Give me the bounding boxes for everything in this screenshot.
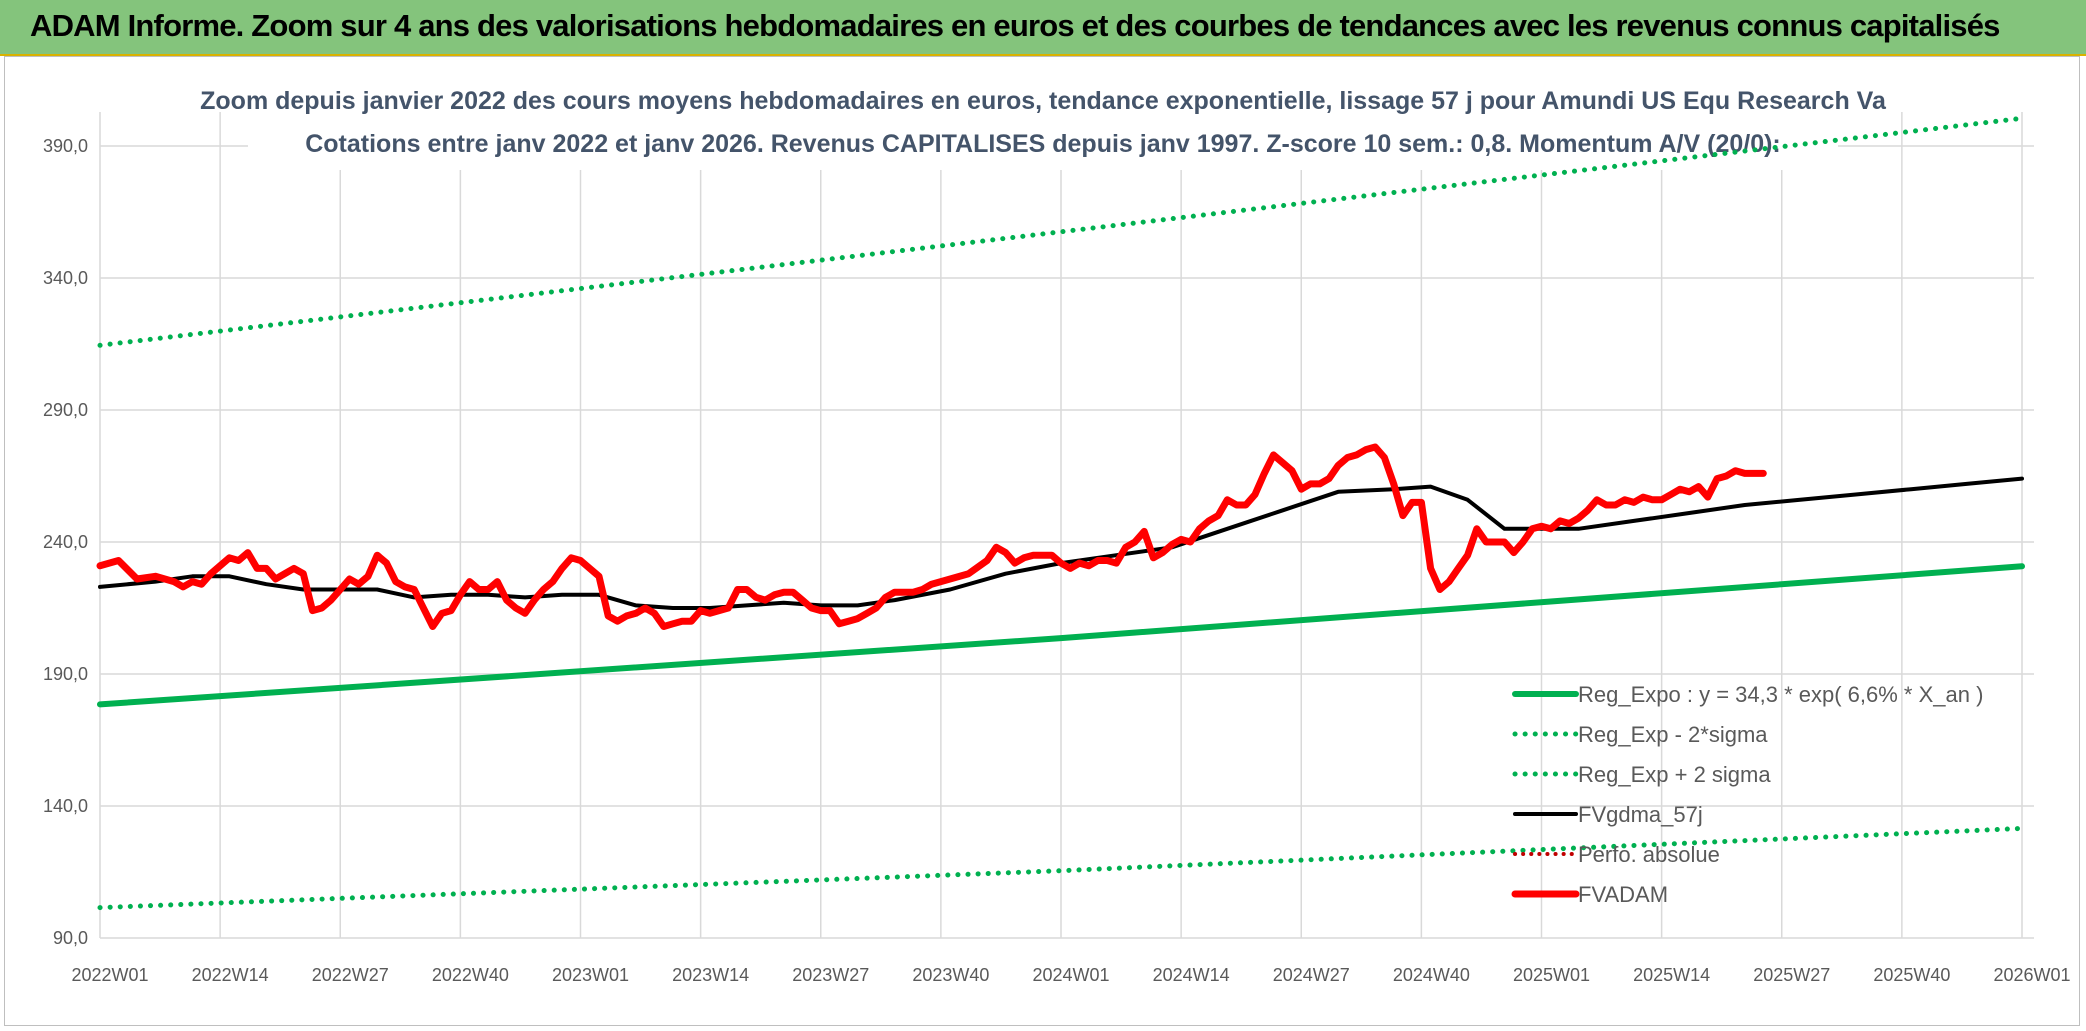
x-axis-ticks: 2022W01 2022W14 2022W27 2022W40 2023W01 2023W… [71, 965, 2070, 985]
y-axis-ticks: 90,0 140,0 190,0 240,0 290,0 340,0 390,0 [43, 136, 88, 948]
legend-entry-label: Reg_Exp - 2*sigma [1578, 722, 1768, 747]
x-tick-label: 2024W27 [1273, 965, 1350, 985]
legend-entry-label: FVgdma_57j [1578, 802, 1703, 827]
chart-frame [4, 56, 2080, 1026]
y-tick-label: 290,0 [43, 400, 88, 420]
chart-title-background [248, 80, 1838, 170]
report-title: ADAM Informe. Zoom sur 4 ans des valoris… [30, 8, 2000, 43]
x-tick-label: 2024W14 [1153, 965, 1230, 985]
chart-series [96, 115, 2025, 911]
chart-legend: Reg_Expo : y = 34,3 * exp( 6,6% * X_an )… [1511, 682, 1983, 907]
y-tick-label: 140,0 [43, 796, 88, 816]
legend-entry-label: Reg_Exp + 2 sigma [1578, 762, 1771, 787]
series-line-reg-exp-2-sigma [97, 115, 2025, 348]
legend-entry-label: FVADAM [1578, 882, 1668, 907]
x-tick-label: 2023W27 [792, 965, 869, 985]
series-line-fvgdma-57j [98, 476, 2024, 610]
chart-title-line-2: Cotations entre janv 2022 et janv 2026. … [305, 130, 1781, 158]
chart-gridlines [99, 112, 2034, 939]
x-tick-label: 2022W01 [71, 965, 148, 985]
legend-entry-label: Reg_Expo : y = 34,3 * exp( 6,6% * X_an ) [1578, 682, 1983, 707]
x-tick-label: 2022W40 [432, 965, 509, 985]
x-tick-label: 2026W01 [1993, 965, 2070, 985]
x-tick-label: 2023W01 [552, 965, 629, 985]
x-tick-label: 2025W27 [1753, 965, 1830, 985]
report-banner: ADAM Informe. Zoom sur 4 ans des valoris… [0, 0, 2086, 56]
y-tick-label: 340,0 [43, 268, 88, 288]
x-tick-label: 2023W14 [672, 965, 749, 985]
y-tick-label: 190,0 [43, 664, 88, 684]
y-tick-label: 240,0 [43, 532, 88, 552]
x-tick-label: 2023W40 [912, 965, 989, 985]
y-tick-label: 390,0 [43, 136, 88, 156]
series-line-reg-exp-2-sigma [97, 825, 2025, 911]
legend-entry-label: Perfo. absolue [1578, 842, 1720, 867]
chart-title-line-1: Zoom depuis janvier 2022 des cours moyen… [200, 87, 1887, 115]
x-tick-label: 2025W14 [1633, 965, 1710, 985]
x-tick-label: 2025W01 [1513, 965, 1590, 985]
x-tick-label: 2024W40 [1393, 965, 1470, 985]
x-tick-label: 2024W01 [1032, 965, 1109, 985]
series-line-reg-expo-y-34-3-exp-6-6-x-an [97, 563, 2025, 708]
x-tick-label: 2022W14 [192, 965, 269, 985]
series-line-fvadam [96, 443, 1767, 630]
x-tick-label: 2025W40 [1873, 965, 1950, 985]
y-tick-label: 90,0 [53, 928, 88, 948]
x-tick-label: 2022W27 [312, 965, 389, 985]
